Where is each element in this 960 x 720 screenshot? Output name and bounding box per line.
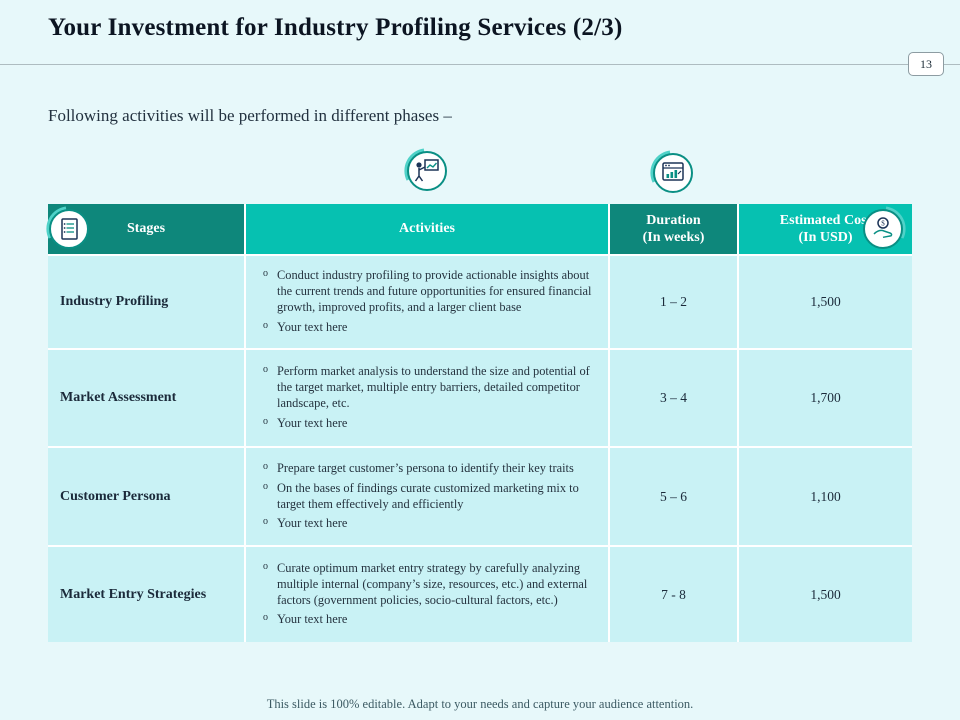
cost-cell: 1,500 xyxy=(739,547,912,642)
header-label: Stages xyxy=(126,221,166,237)
activity-item: Your text here xyxy=(260,320,594,336)
browser-chart-icon xyxy=(646,148,700,196)
activities-cell: Prepare target customer’s persona to ide… xyxy=(246,448,608,545)
header-label: Estimated Cost xyxy=(779,212,872,228)
duration-cell: 7 - 8 xyxy=(610,547,737,642)
activity-item: Prepare target customer’s persona to ide… xyxy=(260,461,594,477)
activities-cell: Conduct industry profiling to provide ac… xyxy=(246,256,608,348)
cost-cell: 1,700 xyxy=(739,350,912,446)
title-divider xyxy=(0,64,960,65)
stage-cell: Industry Profiling xyxy=(48,256,244,348)
page-number-badge: 13 xyxy=(908,52,944,76)
page-title: Your Investment for Industry Profiling S… xyxy=(48,14,623,41)
svg-text:$: $ xyxy=(881,220,885,228)
activity-item: Perform market analysis to understand th… xyxy=(260,364,594,412)
footer-note: This slide is 100% editable. Adapt to yo… xyxy=(266,697,694,711)
activity-item: Your text here xyxy=(260,516,594,532)
activity-item: Your text here xyxy=(260,416,594,432)
activity-item: Curate optimum market entry strategy by … xyxy=(260,561,594,609)
activity-item: Conduct industry profiling to provide ac… xyxy=(260,268,594,316)
activity-item: On the bases of findings curate customiz… xyxy=(260,481,594,513)
activities-cell: Perform market analysis to understand th… xyxy=(246,350,608,446)
cost-cell: 1,500 xyxy=(739,256,912,348)
duration-cell: 3 – 4 xyxy=(610,350,737,446)
hand-coin-icon: $ xyxy=(856,203,910,253)
header-duration: Duration (In weeks) xyxy=(610,204,737,254)
header-sublabel: (In USD) xyxy=(798,230,853,245)
stage-cell: Market Entry Strategies xyxy=(48,547,244,642)
header-sublabel: (In weeks) xyxy=(642,230,705,245)
duration-cell: 1 – 2 xyxy=(610,256,737,348)
duration-cell: 5 – 6 xyxy=(610,448,737,545)
investment-table: Stages Activities Duration (In weeks) Es… xyxy=(48,204,912,642)
presenter-board-icon xyxy=(400,146,454,194)
activities-cell: Curate optimum market entry strategy by … xyxy=(246,547,608,642)
header-label: Activities xyxy=(399,221,455,237)
cost-cell: 1,100 xyxy=(739,448,912,545)
stage-cell: Customer Persona xyxy=(48,448,244,545)
activity-item: Your text here xyxy=(260,612,594,628)
header-activities: Activities xyxy=(246,204,608,254)
notepad-checklist-icon xyxy=(42,203,96,253)
header-label: Duration xyxy=(646,212,701,228)
stage-cell: Market Assessment xyxy=(48,350,244,446)
subtitle: Following activities will be performed i… xyxy=(48,106,452,125)
header-stages: Stages xyxy=(48,204,244,254)
